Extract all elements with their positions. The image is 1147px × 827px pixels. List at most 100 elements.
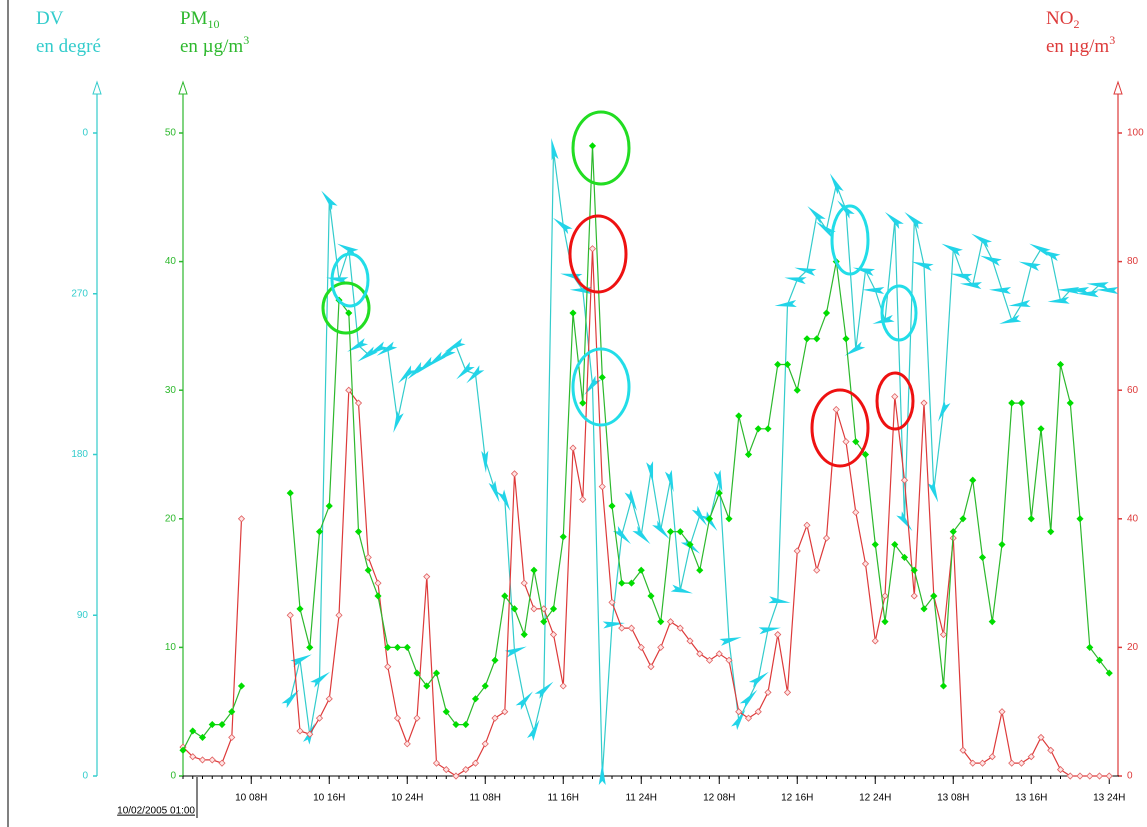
point-marker [618, 579, 626, 587]
point-marker [608, 598, 616, 606]
point-marker [676, 528, 684, 536]
axis-title-sup: 3 [243, 33, 249, 47]
point-marker [501, 708, 509, 716]
point-marker [891, 540, 899, 549]
point-marker [939, 630, 948, 639]
wind-arrow [497, 489, 511, 511]
wind-arrow [844, 341, 866, 356]
wind-arrow [862, 286, 885, 294]
x-tick-label: 13 24H [1093, 793, 1125, 804]
wind-arrow [884, 211, 904, 230]
highlight-circle [571, 347, 631, 427]
wind-arrow [784, 277, 807, 285]
point-marker [471, 695, 480, 703]
point-marker [501, 592, 509, 600]
point-marker [647, 663, 655, 671]
point-marker [969, 476, 977, 484]
y-tick-label: 20 [1127, 642, 1139, 653]
point-marker [442, 708, 450, 716]
wind-arrow [896, 511, 913, 531]
point-marker [1037, 425, 1045, 433]
x-tick-label: 11 08H [469, 793, 501, 804]
wind-arrow [281, 689, 300, 709]
point-marker [189, 727, 197, 735]
point-marker [198, 756, 207, 764]
wind-arrow [664, 469, 674, 493]
x-tick-label: 13 08H [937, 793, 969, 804]
point-marker [725, 656, 733, 664]
point-marker [549, 630, 558, 639]
point-marker [1105, 772, 1113, 780]
point-marker [374, 579, 382, 587]
wind-arrow [959, 282, 983, 290]
point-marker [803, 335, 811, 343]
point-marker [978, 553, 987, 561]
point-marker [345, 386, 353, 394]
point-marker [520, 579, 528, 587]
point-marker [315, 528, 324, 536]
point-marker [306, 730, 314, 738]
point-marker [198, 733, 207, 741]
axis-title-name: DV [36, 8, 64, 29]
point-marker [696, 650, 704, 658]
point-marker [384, 663, 392, 671]
wind-arrow [515, 691, 533, 711]
point-marker [1056, 360, 1065, 369]
start-label: 10/02/2005 01:00 [117, 806, 195, 817]
wind-arrow [347, 338, 369, 352]
wind-arrow [999, 314, 1022, 324]
point-marker [598, 483, 606, 491]
point-marker [1027, 753, 1035, 761]
axis-title: PM10 [180, 8, 219, 30]
wind-arrow [534, 681, 554, 699]
point-marker [705, 656, 714, 664]
x-tick-label: 10 16H [313, 793, 345, 804]
point-marker [442, 766, 450, 774]
point-marker [813, 566, 821, 574]
point-marker [598, 373, 606, 381]
wind-arrow [393, 410, 404, 433]
highlight-circle [875, 371, 915, 431]
point-marker [686, 540, 694, 549]
y-tick-label: 90 [77, 610, 89, 621]
wind-arrow [376, 341, 398, 356]
x-tick-label: 10 08H [235, 793, 267, 804]
point-marker [432, 669, 441, 677]
point-marker [471, 759, 480, 767]
axis-title-unit: en µg/m [180, 36, 243, 57]
wind-arrow [837, 200, 855, 219]
y-tick-label: 60 [1127, 385, 1139, 396]
point-marker [637, 643, 645, 651]
point-marker [218, 759, 226, 767]
x-tick-label: 10 24H [391, 793, 423, 804]
wind-arrow [758, 627, 781, 635]
point-marker [413, 714, 421, 722]
wind-arrow [1067, 286, 1090, 294]
point-marker [627, 624, 636, 632]
point-marker [881, 618, 889, 626]
point-marker [237, 682, 246, 690]
point-marker [530, 566, 538, 574]
wind-arrow [1076, 290, 1099, 298]
wind-arrow [768, 596, 791, 604]
axis-title-unit: en µg/m [1046, 36, 1109, 57]
highlight-circle [830, 204, 870, 276]
wind-arrow [321, 190, 338, 211]
wind-arrow [357, 346, 378, 362]
y-tick-label: 40 [165, 256, 177, 267]
wind-arrow [938, 400, 951, 422]
axis-title: en µg/m3 [180, 33, 249, 58]
point-marker [306, 643, 314, 651]
point-marker [208, 720, 216, 729]
point-marker [481, 740, 489, 748]
x-tick-label: 11 16H [547, 793, 579, 804]
y-tick-label: 20 [165, 513, 177, 524]
point-marker [1027, 515, 1035, 523]
highlight-circle [810, 388, 870, 468]
point-marker [744, 450, 753, 459]
point-marker [783, 360, 792, 369]
point-marker [920, 399, 928, 407]
point-marker [403, 643, 411, 651]
point-marker [1076, 772, 1084, 780]
highlight-circle [571, 110, 631, 186]
